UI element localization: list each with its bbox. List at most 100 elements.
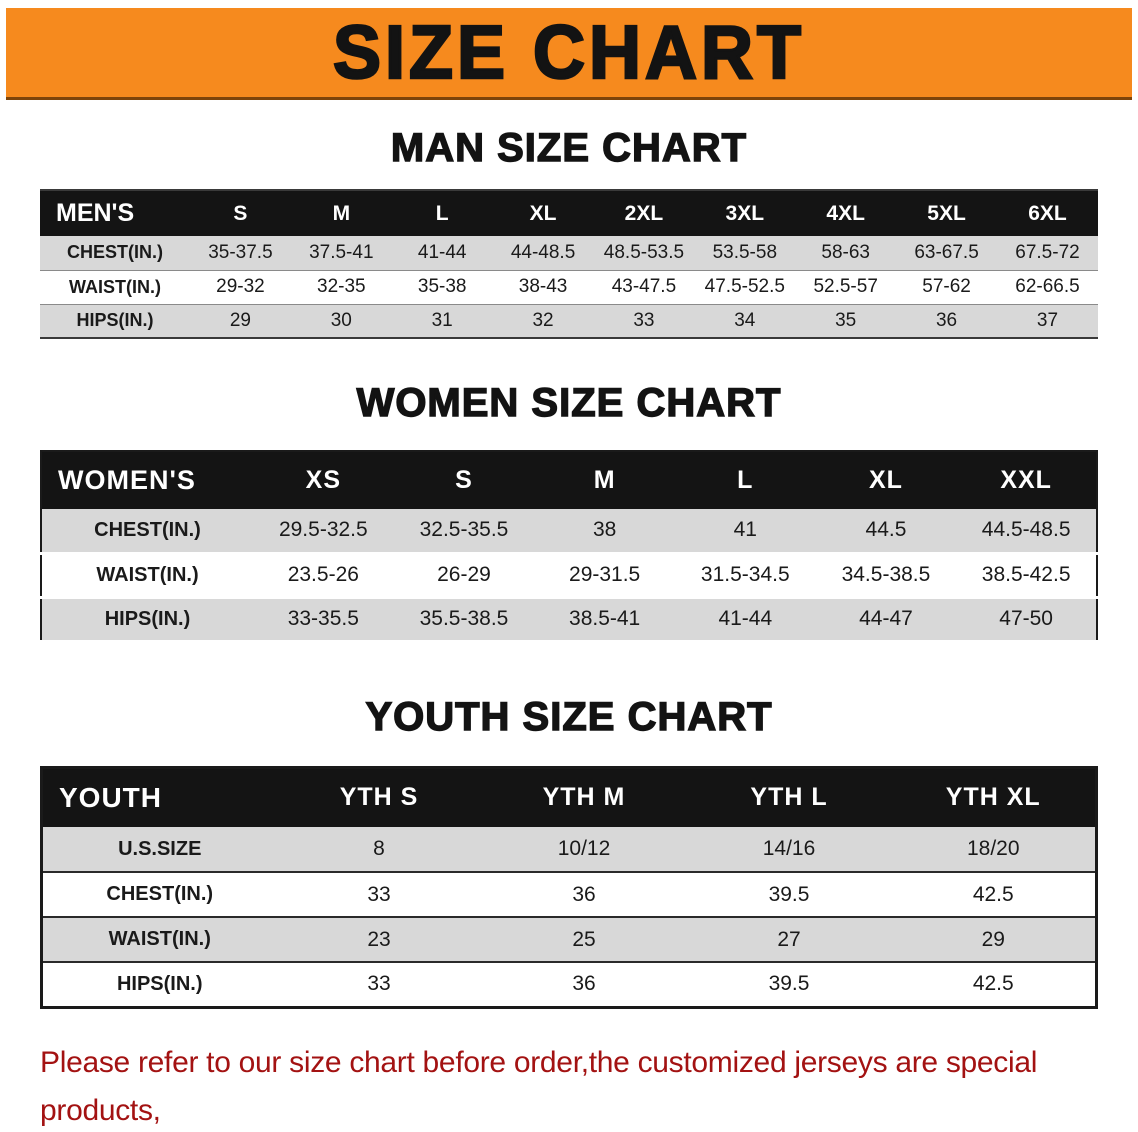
row-label-cell: U.S.SIZE <box>118 837 202 860</box>
size-value-cell: 14/16 <box>762 837 816 860</box>
size-value-cell: 38-43 <box>518 276 568 297</box>
size-column-header: XS <box>305 466 341 494</box>
women-size-table: WOMEN'S XS S M L XL XXL CHEST(IN.) 29.5-32.5 32.5… <box>40 450 1098 643</box>
size-value-cell: 36 <box>935 309 958 331</box>
size-value-cell: 38 <box>592 518 617 542</box>
size-value-cell: 58-63 <box>821 241 870 263</box>
size-value-cell: 39.5 <box>768 882 810 906</box>
row-label-cell: HIPS(IN.) <box>76 310 154 331</box>
disclaimer-line-1: Please refer to our size chart before or… <box>40 1045 1038 1127</box>
size-column-header: 2XL <box>624 201 664 225</box>
size-chart-page: SIZE CHART MAN SIZE CHART MEN'S S M L XL 2XL 3… <box>0 8 1138 1132</box>
size-column-header: 6XL <box>1028 201 1067 225</box>
size-column-header: 5XL <box>927 201 966 225</box>
size-column-header: S <box>233 201 248 225</box>
table-row: WAIST(IN.) 23 25 27 29 <box>41 917 1097 962</box>
size-value-cell: 33-35.5 <box>287 607 359 630</box>
size-value-cell: 62-66.5 <box>1015 276 1080 297</box>
table-row: U.S.SIZE 8 10/12 14/16 18/20 <box>41 827 1097 872</box>
size-value-cell: 25 <box>572 927 596 951</box>
size-column-header: XXL <box>1000 466 1052 494</box>
row-label-cell: CHEST(IN.) <box>106 883 214 905</box>
table-row: CHEST(IN.) 29.5-32.5 32.5-35.5 38 41 44.5 44.5… <box>41 509 1097 553</box>
size-value-cell: 52.5-57 <box>813 276 878 297</box>
size-value-cell: 63-67.5 <box>914 241 979 263</box>
size-value-cell: 32 <box>532 309 554 331</box>
row-label-cell: HIPS(IN.) <box>104 607 191 630</box>
size-value-cell: 35-37.5 <box>208 241 273 263</box>
men-size-table: MEN'S S M L XL 2XL 3XL 4XL 5XL 6XL CHEST(IN.) 35-37… <box>40 189 1098 339</box>
size-value-cell: 47.5-52.5 <box>704 276 785 297</box>
size-value-cell: 33 <box>367 882 391 906</box>
size-value-cell: 30 <box>330 309 352 331</box>
size-value-cell: 23.5-26 <box>287 563 359 586</box>
size-value-cell: 47-50 <box>999 607 1053 630</box>
size-value-cell: 35.5-38.5 <box>419 607 509 630</box>
table-row: HIPS(IN.) 33 36 39.5 42.5 <box>41 962 1097 1007</box>
size-value-cell: 33 <box>633 309 655 331</box>
size-value-cell: 44.5-48.5 <box>981 518 1071 542</box>
size-value-cell: 8 <box>373 837 385 860</box>
men-size-section: MAN SIZE CHART MEN'S S M L XL 2XL 3XL 4XL 5XL 6XL… <box>0 125 1138 339</box>
row-label-cell: HIPS(IN.) <box>116 972 203 995</box>
size-value-cell: 34.5-38.5 <box>841 563 931 586</box>
men-section-heading: MAN SIZE CHART <box>390 125 748 170</box>
size-value-cell: 33 <box>367 972 391 996</box>
banner: SIZE CHART <box>6 8 1132 100</box>
size-value-cell: 44.5 <box>865 518 907 542</box>
youth-section-heading: YOUTH SIZE CHART <box>365 694 773 739</box>
table-row: WAIST(IN.) 29-32 32-35 35-38 38-43 43-47.5 47.… <box>40 270 1098 304</box>
size-value-cell: 35 <box>835 309 857 331</box>
size-value-cell: 31 <box>431 309 453 331</box>
size-value-cell: 35-38 <box>417 276 467 297</box>
size-value-cell: 38.5-42.5 <box>981 563 1071 586</box>
youth-size-table: YOUTH YTH S YTH M YTH L YTH XL U.S.SIZE 8 10/12… <box>40 765 1098 1009</box>
size-value-cell: 32.5-35.5 <box>419 518 509 542</box>
youth-size-section: YOUTH SIZE CHART YOUTH YTH S YTH M YTH L YTH… <box>0 694 1138 1009</box>
page-title: SIZE CHART <box>332 9 805 96</box>
size-value-cell: 37 <box>1036 309 1059 331</box>
table-header-row: MEN'S S M L XL 2XL 3XL 4XL 5XL 6XL <box>40 190 1098 236</box>
table-header-row: WOMEN'S XS S M L XL XXL <box>41 451 1097 509</box>
size-value-cell: 10/12 <box>557 837 611 860</box>
size-column-header: YTH L <box>750 783 828 812</box>
size-value-cell: 34 <box>734 309 756 331</box>
size-value-cell: 36 <box>572 972 596 996</box>
size-value-cell: 42.5 <box>972 972 1014 996</box>
row-label-cell: WAIST(IN.) <box>96 563 199 586</box>
size-value-cell: 42.5 <box>972 882 1014 906</box>
size-value-cell: 41-44 <box>718 607 773 630</box>
size-value-cell: 57-62 <box>922 276 971 297</box>
women-size-section: WOMEN SIZE CHART WOMEN'S XS S M L XL XXL CHEST(… <box>0 380 1138 643</box>
table-title-cell: MEN'S <box>56 199 135 227</box>
size-column-header: YTH XL <box>945 783 1041 812</box>
size-column-header: XL <box>868 466 903 494</box>
size-value-cell: 29-31.5 <box>569 563 641 586</box>
table-title-cell: WOMEN'S <box>58 465 196 495</box>
size-value-cell: 27 <box>777 927 801 951</box>
size-value-cell: 53.5-58 <box>712 241 778 263</box>
size-column-header: M <box>332 201 351 225</box>
size-column-header: YTH M <box>542 783 626 812</box>
size-value-cell: 44-47 <box>859 607 913 630</box>
size-value-cell: 23 <box>367 927 391 951</box>
size-value-cell: 29.5-32.5 <box>278 518 368 542</box>
order-disclaimer: Please refer to our size chart before or… <box>40 1039 1098 1132</box>
size-column-header: M <box>593 466 616 494</box>
size-value-cell: 29 <box>981 927 1005 951</box>
size-value-cell: 67.5-72 <box>1015 241 1080 263</box>
table-row: CHEST(IN.) 35-37.5 37.5-41 41-44 44-48.5 48.5… <box>40 236 1098 270</box>
size-value-cell: 37.5-41 <box>309 241 374 263</box>
size-value-cell: 44-48.5 <box>510 241 576 263</box>
row-label-cell: CHEST(IN.) <box>67 242 163 263</box>
row-label-cell: CHEST(IN.) <box>94 518 201 541</box>
table-header-row: YOUTH YTH S YTH M YTH L YTH XL <box>41 767 1097 827</box>
table-title-cell: YOUTH <box>59 781 162 813</box>
row-label-cell: WAIST(IN.) <box>69 276 161 297</box>
size-value-cell: 39.5 <box>768 972 810 996</box>
size-value-cell: 18/20 <box>966 837 1020 860</box>
table-row: HIPS(IN.) 29 30 31 32 33 34 35 36 37 <box>40 304 1098 338</box>
size-value-cell: 29-32 <box>216 276 265 297</box>
table-row: HIPS(IN.) 33-35.5 35.5-38.5 38.5-41 41-44 44-… <box>41 597 1097 641</box>
size-value-cell: 41 <box>733 518 757 542</box>
